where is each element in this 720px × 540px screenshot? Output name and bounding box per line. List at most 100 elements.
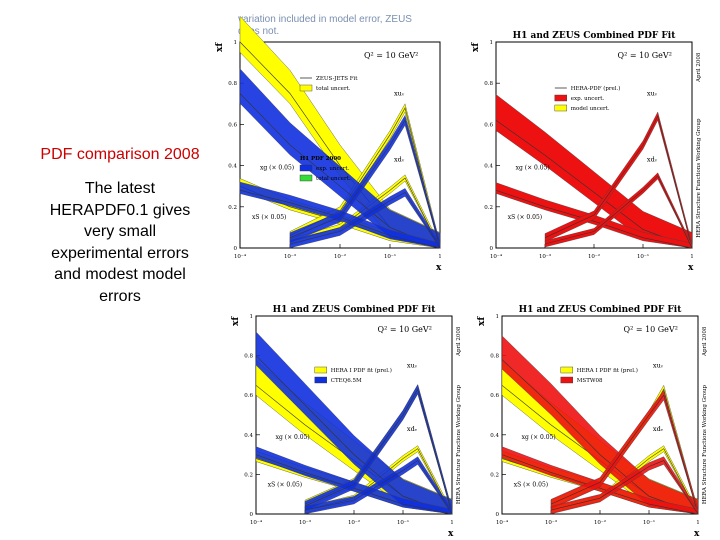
chart-panel-cteq: H1 and ZEUS Combined PDF Fit Q² = 10 GeV²… xyxy=(231,305,462,539)
y-tick-label: 0.6 xyxy=(484,122,493,128)
label-xg: xg (× 0.05) xyxy=(276,434,310,441)
label-xdv: xdᵥ xyxy=(407,425,418,433)
label-xdv: xdᵥ xyxy=(394,155,405,163)
scale-label: Q² = 10 GeV² xyxy=(364,51,418,60)
legend-swatch xyxy=(560,376,574,384)
description-line: experimental errors xyxy=(51,244,189,262)
description-line: HERAPDF0.1 gives xyxy=(49,201,191,219)
central-curve xyxy=(544,115,693,249)
central-curve xyxy=(495,120,693,249)
slide-description: The latest HERAPDF0.1 gives very small e… xyxy=(22,178,218,307)
x-tick-label: 10⁻³ xyxy=(284,253,296,260)
x-tick-label: 10⁻⁴ xyxy=(496,519,509,526)
working-group-note: HERA Structure Functions Working Group xyxy=(702,384,708,504)
y-tick-label: 0 xyxy=(234,246,238,252)
y-tick-label: 1 xyxy=(490,40,494,46)
label-xuv: xuᵥ xyxy=(407,361,418,369)
legend-label: exp. uncert. xyxy=(316,166,350,172)
y-axis-label: xf xyxy=(231,316,241,326)
date-note: April 2008 xyxy=(456,326,462,357)
legend-swatch xyxy=(314,376,328,384)
legend-swatch xyxy=(299,84,313,92)
y-tick-label: 0.6 xyxy=(244,393,253,399)
legend-label: HERA-PDF (prel.) xyxy=(571,85,621,92)
description-line: errors xyxy=(99,287,141,305)
legend-swatch xyxy=(314,366,328,374)
x-tick-label: 10⁻¹ xyxy=(384,253,396,260)
x-tick-label: 10⁻¹ xyxy=(637,253,649,260)
y-axis-label: xf xyxy=(471,42,481,52)
label-xg: xg (× 0.05) xyxy=(260,165,294,172)
legend-label: HERA I PDF fit (prel.) xyxy=(331,367,392,374)
y-tick-label: 0.6 xyxy=(228,122,237,128)
label-xdv: xdᵥ xyxy=(647,155,658,163)
label-xs: xS (× 0.05) xyxy=(508,214,542,221)
y-tick-label: 0.4 xyxy=(484,164,493,170)
label-xg: xg (× 0.05) xyxy=(522,434,556,441)
x-tick-label: 1 xyxy=(696,520,700,526)
date-note: April 2008 xyxy=(702,326,708,357)
central-curve xyxy=(550,394,699,515)
x-tick-label: 10⁻² xyxy=(594,519,606,526)
legend-label: total uncert. xyxy=(316,176,351,182)
description-line: and modest model xyxy=(54,266,186,283)
central-curve xyxy=(289,191,441,249)
chart-title: H1 and ZEUS Combined PDF Fit xyxy=(273,305,437,315)
description-line: very small xyxy=(83,223,156,240)
x-tick-label: 10⁻¹ xyxy=(643,519,655,526)
y-tick-label: 1 xyxy=(496,314,500,320)
legend-swatch xyxy=(299,164,313,172)
y-tick-label: 0.4 xyxy=(490,433,499,439)
description-line: The latest xyxy=(84,180,156,197)
working-group-note: HERA Structure Functions Working Group xyxy=(456,384,462,504)
central-curve xyxy=(304,388,453,515)
central-curve xyxy=(501,454,699,515)
y-tick-label: 0.8 xyxy=(490,354,499,360)
caption-line-1: variation included in model error, ZEUS xyxy=(238,14,412,25)
y-tick-label: 0.8 xyxy=(244,354,253,360)
y-tick-label: 0.2 xyxy=(228,205,237,211)
chart-panel-herapdf: H1 and ZEUS Combined PDF Fit Q² = 10 GeV²… xyxy=(471,31,702,273)
label-xuv: xuᵥ xyxy=(647,90,658,98)
x-tick-label: 1 xyxy=(690,254,694,260)
y-tick-label: 0.2 xyxy=(490,472,499,478)
legend-label: ZEUS-JETS Fit xyxy=(316,76,358,82)
scale-label: Q² = 10 GeV² xyxy=(618,51,672,60)
legend-label: model uncert. xyxy=(571,106,610,112)
legend-swatch xyxy=(299,174,313,182)
working-group-note: HERA Structure Functions Working Group xyxy=(696,118,702,238)
central-curve xyxy=(495,190,693,249)
x-axis-label: x xyxy=(436,263,442,273)
x-axis-label: x xyxy=(694,529,700,539)
x-tick-label: 10⁻³ xyxy=(539,253,551,260)
y-tick-label: 0.8 xyxy=(484,81,493,87)
legend-label: HERA I PDF fit (prel.) xyxy=(577,367,638,374)
label-xg: xg (× 0.05) xyxy=(516,165,550,172)
chart-title: H1 and ZEUS Combined PDF Fit xyxy=(519,305,683,315)
slide-title: PDF comparison 2008 xyxy=(40,146,200,163)
legend-swatch xyxy=(554,94,568,102)
central-curve xyxy=(304,460,453,515)
y-tick-label: 0.6 xyxy=(490,393,499,399)
y-axis-label: xf xyxy=(215,42,225,52)
x-tick-label: 10⁻⁴ xyxy=(234,253,247,260)
x-tick-label: 10⁻⁴ xyxy=(490,253,503,260)
x-tick-label: 1 xyxy=(438,254,442,260)
x-tick-label: 10⁻¹ xyxy=(397,519,409,526)
legend-swatch xyxy=(554,104,568,112)
y-tick-label: 0.8 xyxy=(228,81,237,87)
legend-label: MSTW08 xyxy=(577,378,603,384)
x-axis-label: x xyxy=(688,263,694,273)
label-xuv: xuᵥ xyxy=(394,90,405,98)
y-tick-label: 0.2 xyxy=(244,472,253,478)
x-tick-label: 10⁻² xyxy=(588,253,600,260)
chart-panel-mstw: H1 and ZEUS Combined PDF Fit Q² = 10 GeV²… xyxy=(477,305,708,539)
y-tick-label: 0 xyxy=(490,246,494,252)
chart-panel-zeus-h1: Q² = 10 GeV² xf x 0 0.2 0.4 0.6 0.8 1 10⁻⁴ 10⁻³ 10⁻… xyxy=(215,15,442,273)
chart-title: H1 and ZEUS Combined PDF Fit xyxy=(513,31,677,41)
y-tick-label: 0.4 xyxy=(228,164,237,170)
y-tick-label: 0.2 xyxy=(484,205,493,211)
x-tick-label: 10⁻² xyxy=(334,253,346,260)
x-axis-label: x xyxy=(448,529,454,539)
x-tick-label: 10⁻³ xyxy=(545,519,557,526)
